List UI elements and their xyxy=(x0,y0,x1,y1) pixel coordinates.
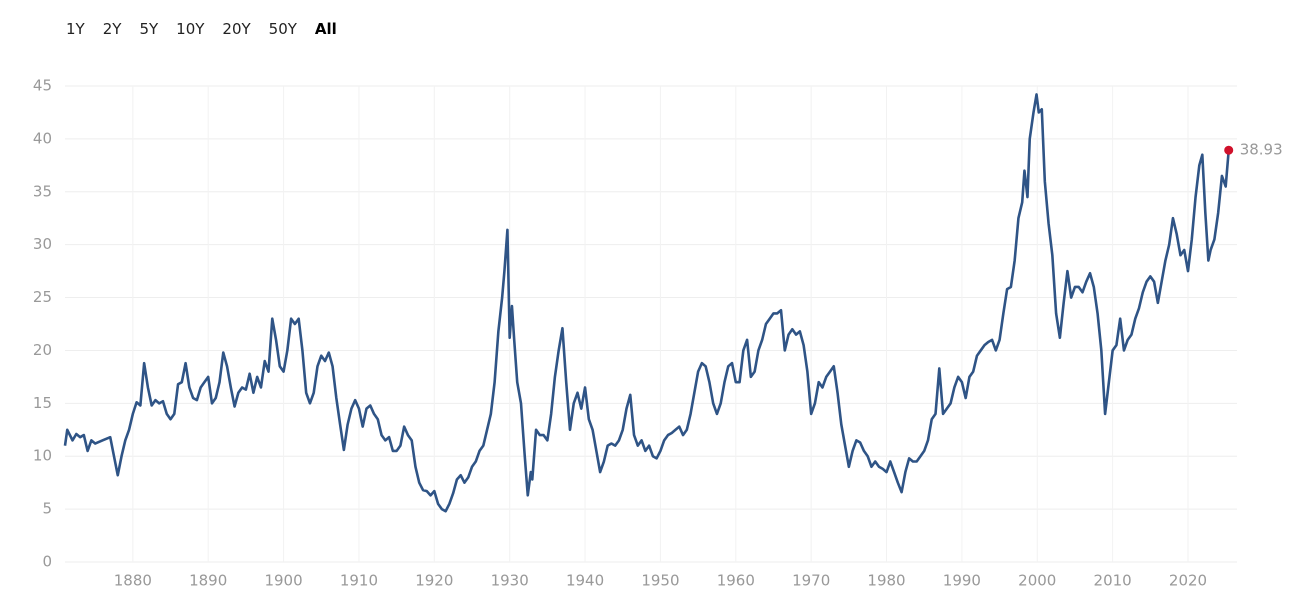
x-tick-label: 2010 xyxy=(1094,572,1132,590)
range-button[interactable]: 20Y xyxy=(222,20,251,38)
end-label: 38.93 xyxy=(1240,141,1283,159)
range-buttons: 1Y 2Y 5Y 10Y 20Y 50Y All xyxy=(57,18,346,40)
x-tick-label: 1900 xyxy=(264,572,302,590)
y-tick-label: 35 xyxy=(33,182,52,200)
end-marker xyxy=(1224,145,1234,155)
x-tick-label: 1990 xyxy=(943,572,981,590)
range-button[interactable]: 2Y xyxy=(102,20,122,38)
y-tick-label: 25 xyxy=(33,288,52,306)
y-tick-label: 5 xyxy=(42,500,52,518)
x-tick-label: 1940 xyxy=(566,572,604,590)
x-tick-label: 2000 xyxy=(1018,572,1056,590)
x-tick-label: 1910 xyxy=(340,572,378,590)
x-tick-label: 1890 xyxy=(189,572,227,590)
x-tick-label: 1950 xyxy=(641,572,679,590)
x-tick-label: 1930 xyxy=(491,572,529,590)
range-button[interactable]: 1Y xyxy=(66,20,85,38)
x-tick-label: 1960 xyxy=(717,572,755,590)
x-tick-label: 1920 xyxy=(415,572,453,590)
x-tick-label: 1880 xyxy=(114,572,152,590)
y-tick-label: 20 xyxy=(33,341,52,359)
range-button[interactable]: 10Y xyxy=(176,20,205,38)
x-tick-label: 1980 xyxy=(867,572,905,590)
x-tick-label: 1970 xyxy=(792,572,830,590)
y-tick-label: 15 xyxy=(33,394,52,412)
y-tick-label: 30 xyxy=(33,235,52,253)
range-button[interactable]: 5Y xyxy=(139,20,159,38)
y-tick-label: 45 xyxy=(33,77,52,95)
y-tick-label: 0 xyxy=(42,553,52,571)
y-tick-label: 40 xyxy=(33,129,52,147)
y-tick-label: 10 xyxy=(33,447,52,465)
x-tick-label: 2020 xyxy=(1169,572,1207,590)
range-button[interactable]: 50Y xyxy=(268,20,297,38)
range-button[interactable]: All xyxy=(314,20,337,38)
line xyxy=(63,93,1231,513)
